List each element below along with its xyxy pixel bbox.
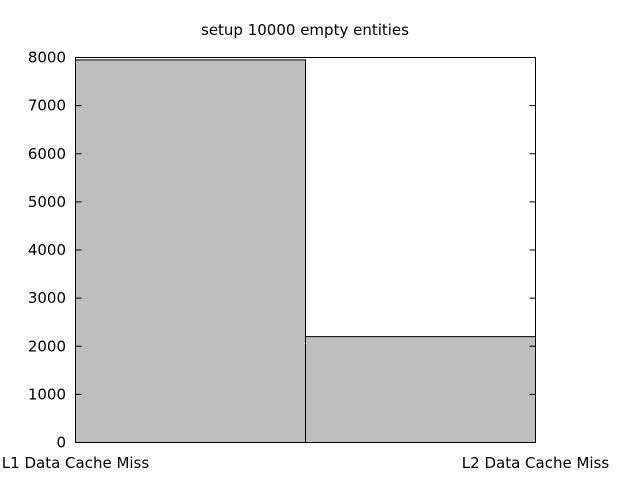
x-category-label: L2 Data Cache Miss <box>462 454 610 472</box>
bar-1 <box>75 59 306 443</box>
y-tick-label: 5000 <box>28 193 66 211</box>
y-tick-label: 1000 <box>28 385 66 403</box>
y-tick-label: 3000 <box>28 289 66 307</box>
y-tick-label: 6000 <box>28 145 66 163</box>
chart-title: setup 10000 empty entities <box>201 21 409 39</box>
y-tick-label: 7000 <box>28 97 66 115</box>
y-tick-label: 0 <box>56 434 66 452</box>
plot-area: 0 1000 2000 3000 4000 5000 6000 7000 8000 L1 Data… <box>2 49 610 473</box>
bar-2 <box>305 336 536 443</box>
y-tick-label: 8000 <box>28 49 66 67</box>
x-category-label: L1 Data Cache Miss <box>2 454 150 472</box>
y-tick-label: 2000 <box>28 337 66 355</box>
y-tick-label: 4000 <box>28 241 66 259</box>
